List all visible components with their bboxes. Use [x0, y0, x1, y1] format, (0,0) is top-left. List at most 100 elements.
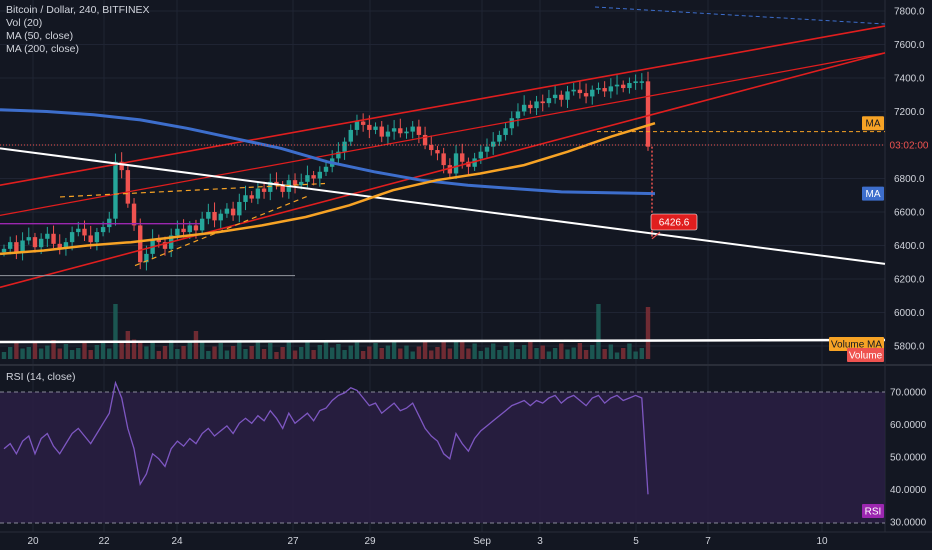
volume-bar — [515, 349, 521, 359]
time-tick-label: 20 — [27, 536, 39, 547]
candle-body — [497, 134, 502, 142]
candle-body — [596, 88, 601, 90]
volume-bar — [391, 342, 397, 359]
volume-bar — [441, 340, 446, 359]
legend-ma50[interactable]: MA (50, close) — [6, 30, 74, 42]
volume-bar — [150, 340, 155, 359]
candle-body — [447, 165, 453, 174]
price-tick-label: 7600.0 — [894, 40, 925, 51]
time-tick-label: 7 — [705, 536, 711, 547]
target-price-label: 6426.6 — [659, 218, 690, 229]
legend-ma200[interactable]: MA (200, close) — [6, 43, 79, 55]
volume-bar — [88, 350, 93, 359]
volume-bar — [602, 349, 607, 359]
candlestick-series — [1, 71, 651, 271]
volume-bar — [45, 345, 50, 359]
rsi-tick-label: 30.0000 — [890, 518, 927, 529]
candle-body — [633, 81, 638, 84]
volume-bar — [484, 347, 490, 359]
volume-bar — [100, 342, 106, 359]
volume-bar — [571, 347, 576, 359]
volume-bar — [69, 350, 75, 359]
candle-body — [552, 94, 558, 99]
ma50-tag-bg — [862, 116, 884, 131]
volume-ma-tag: Volume MA — [831, 340, 882, 351]
candle-body — [453, 153, 459, 174]
price-tick-label: 6400.0 — [894, 241, 925, 252]
candle-body — [577, 89, 583, 94]
candle-body — [614, 84, 620, 87]
price-tick-label: 7800.0 — [894, 7, 925, 18]
volume-bar — [453, 341, 459, 359]
candle-body — [82, 228, 87, 236]
candle-body — [528, 104, 533, 109]
volume-bar — [144, 346, 149, 359]
volume-bar — [608, 344, 614, 359]
volume-bar — [422, 342, 428, 359]
price-axis[interactable]: 7800.07600.07400.07200.07000.06800.06600… — [894, 7, 925, 353]
legend-vol[interactable]: Vol (20) — [6, 17, 43, 29]
volume-bar — [138, 342, 143, 359]
volume-bar — [206, 351, 211, 359]
price-tick-label: 6600.0 — [894, 208, 925, 219]
price-tick-label: 6200.0 — [894, 275, 925, 286]
rsi-tag-bg — [862, 504, 884, 518]
candle-body — [255, 188, 261, 199]
time-axis[interactable]: 20 22 24 27 29 Sep 3 5 7 10 — [27, 536, 828, 547]
candle-body — [299, 181, 304, 186]
volume-bars — [1, 304, 651, 359]
candle-body — [348, 129, 353, 142]
volume-bar — [268, 343, 273, 359]
volume-bar — [521, 345, 527, 359]
candle-body — [317, 171, 323, 179]
candle-body — [311, 175, 316, 179]
volume-bar — [243, 349, 248, 359]
volume-bar — [552, 348, 558, 359]
candle-body — [212, 212, 217, 221]
volume-bar — [119, 340, 124, 359]
volume-bar — [472, 343, 477, 359]
volume-bar — [20, 348, 25, 359]
price-tick-label: 6800.0 — [894, 174, 925, 185]
trendline-red-lower — [0, 52, 886, 289]
volume-bar — [323, 341, 329, 359]
candle-body — [156, 238, 162, 243]
candle-body — [119, 161, 124, 171]
volume-bar — [627, 343, 632, 359]
volume-bar — [38, 348, 44, 359]
volume-bar — [286, 341, 292, 359]
volume-bar — [633, 351, 638, 359]
volume-bar — [168, 340, 174, 359]
time-tick-label: 29 — [364, 536, 376, 547]
candle-body — [249, 195, 254, 199]
candle-body — [602, 88, 607, 92]
volume-bar — [546, 351, 552, 359]
time-tick-label: 3 — [537, 536, 543, 547]
candle-body — [398, 128, 403, 134]
volume-bar — [162, 346, 168, 359]
volume-bar — [237, 340, 242, 359]
candle-body — [336, 151, 341, 159]
volume-bar — [490, 343, 496, 359]
candle-body — [422, 134, 428, 145]
volume-bar — [398, 348, 403, 359]
candle-body — [429, 145, 434, 151]
candle-body — [416, 126, 422, 135]
rsi-tag: RSI — [865, 507, 882, 518]
candle-body — [379, 126, 384, 137]
candle-body — [404, 131, 409, 134]
time-tick-label: 10 — [816, 536, 828, 547]
volume-bar — [51, 340, 56, 359]
price-tick-label: 7400.0 — [894, 74, 925, 85]
target-price-bg — [650, 213, 698, 231]
price-tick-label: 6000.0 — [894, 308, 925, 319]
rsi-legend[interactable]: RSI (14, close) — [6, 371, 76, 383]
symbol-title[interactable]: Bitcoin / Dollar, 240, BITFINEX — [6, 4, 150, 16]
candle-body — [94, 232, 100, 243]
candle-body — [509, 118, 514, 129]
volume-bar — [336, 344, 341, 359]
volume-bar — [26, 347, 31, 359]
rsi-axis[interactable]: 70.0000 60.0000 50.0000 40.0000 30.0000 — [890, 388, 927, 529]
